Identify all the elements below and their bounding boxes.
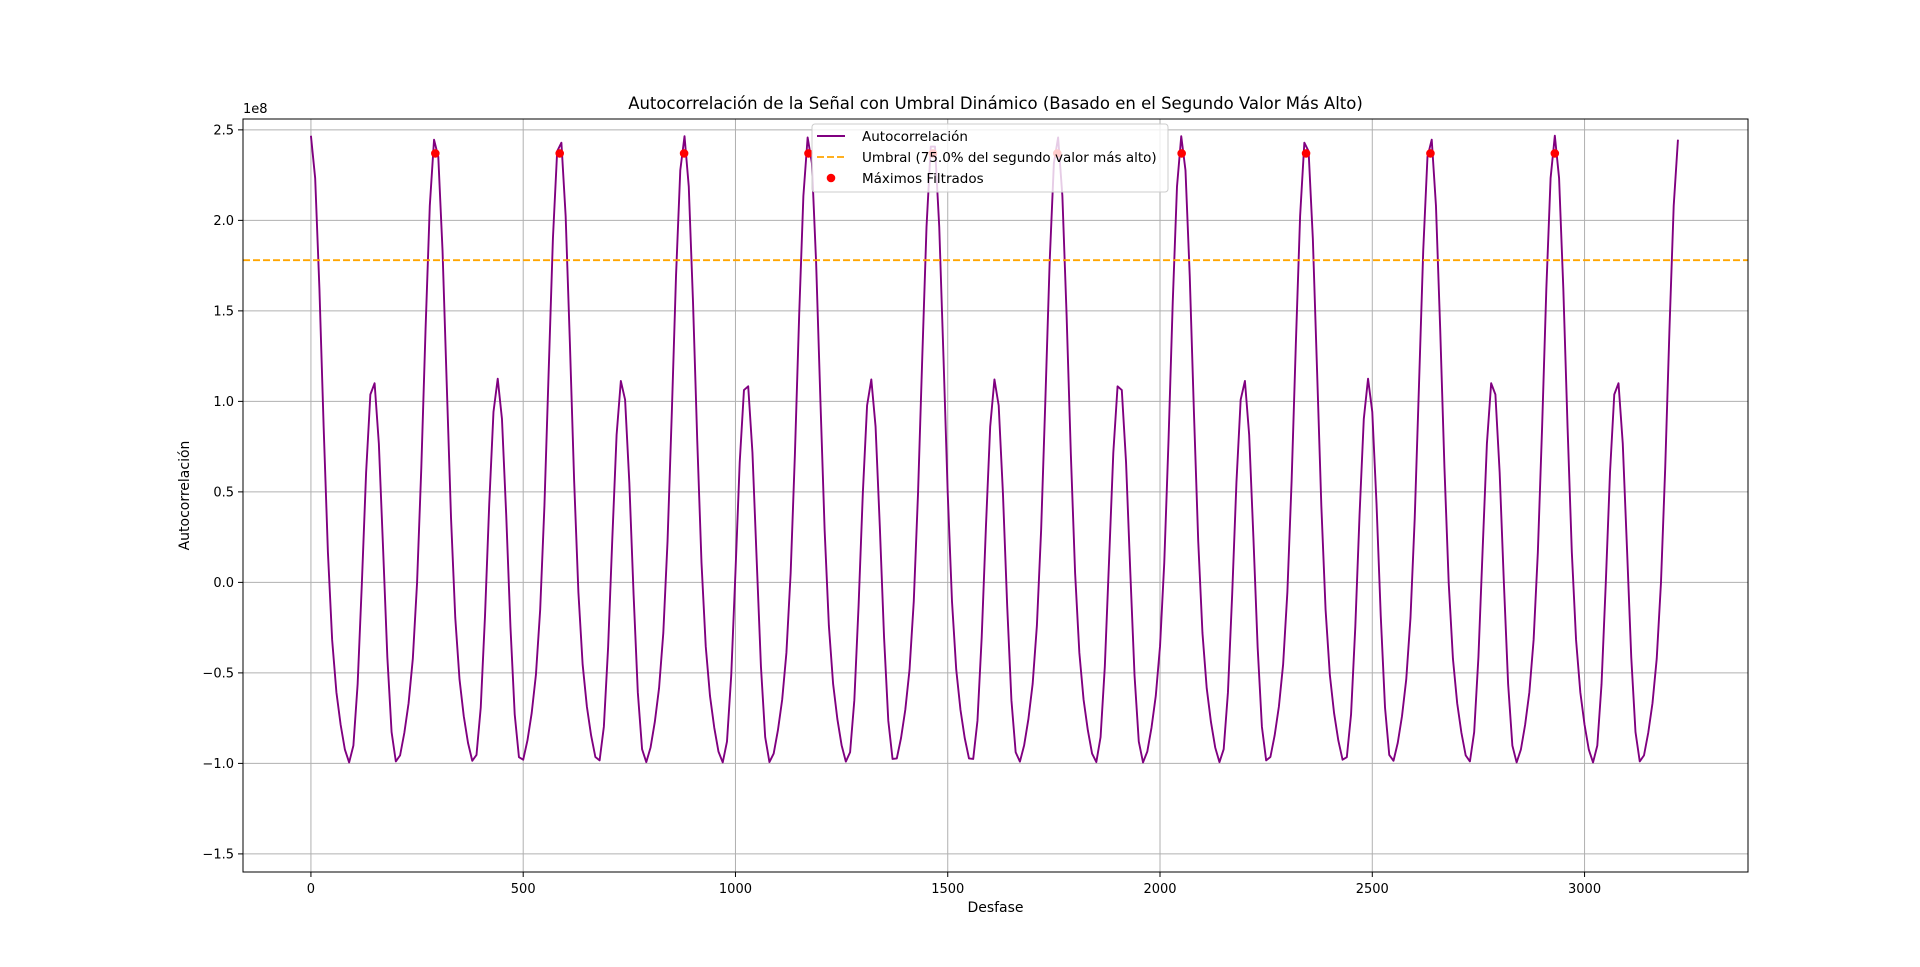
- filtered-peak-point: [1177, 149, 1186, 158]
- filtered-peak-point: [1426, 149, 1435, 158]
- y-tick-label: 0.0: [213, 576, 234, 591]
- x-tick-label: 1000: [719, 882, 752, 897]
- y-tick-label: −1.0: [202, 757, 234, 772]
- y-offset-label: 1e8: [243, 102, 268, 117]
- y-tick-label: 1.0: [213, 395, 234, 410]
- legend-point-swatch: [826, 173, 836, 183]
- axes-frame: [242, 118, 1749, 873]
- x-tick-label: 1500: [931, 882, 964, 897]
- legend-label: Autocorrelación: [862, 129, 968, 145]
- filtered-peak-point: [679, 149, 689, 158]
- x-tick-label: 2000: [1143, 882, 1176, 897]
- filtered-peak-point: [1301, 149, 1311, 158]
- grid: [243, 119, 1748, 872]
- x-tick-label: 3000: [1568, 882, 1601, 897]
- chart-title: Autocorrelación de la Señal con Umbral D…: [628, 94, 1363, 113]
- filtered-peak-point: [431, 149, 440, 158]
- legend-label: Máximos Filtrados: [862, 171, 984, 187]
- legend: Autocorrelación Umbral (75.0% del segundo…: [811, 123, 1169, 193]
- filtered-peak-point: [555, 149, 565, 158]
- y-tick-label: 0.5: [213, 485, 234, 500]
- y-tick-label: 2.0: [213, 214, 234, 229]
- x-axis-title: Desfase: [967, 900, 1023, 916]
- legend-box: [811, 123, 1169, 193]
- legend-label: Umbral (75.0% del segundo valor más alto…: [862, 150, 1157, 166]
- axis-ticks: 0 500 1000 1500 2000 2500 3000 −1.5 −1.0 −0.5 0.0 0…: [202, 123, 1601, 897]
- y-tick-label: −1.5: [202, 847, 234, 862]
- y-tick-label: 1.5: [213, 304, 234, 319]
- y-tick-label: −0.5: [202, 666, 234, 681]
- x-tick-label: 2500: [1356, 882, 1389, 897]
- autocorrelation-line: [309, 134, 1679, 764]
- x-tick-label: 500: [511, 882, 536, 897]
- filtered-peak-point: [1550, 149, 1560, 158]
- y-axis-title: Autocorrelación: [177, 441, 193, 551]
- filtered-peak-point: [804, 149, 813, 158]
- x-tick-label: 0: [307, 882, 315, 897]
- y-tick-label: 2.5: [213, 123, 234, 138]
